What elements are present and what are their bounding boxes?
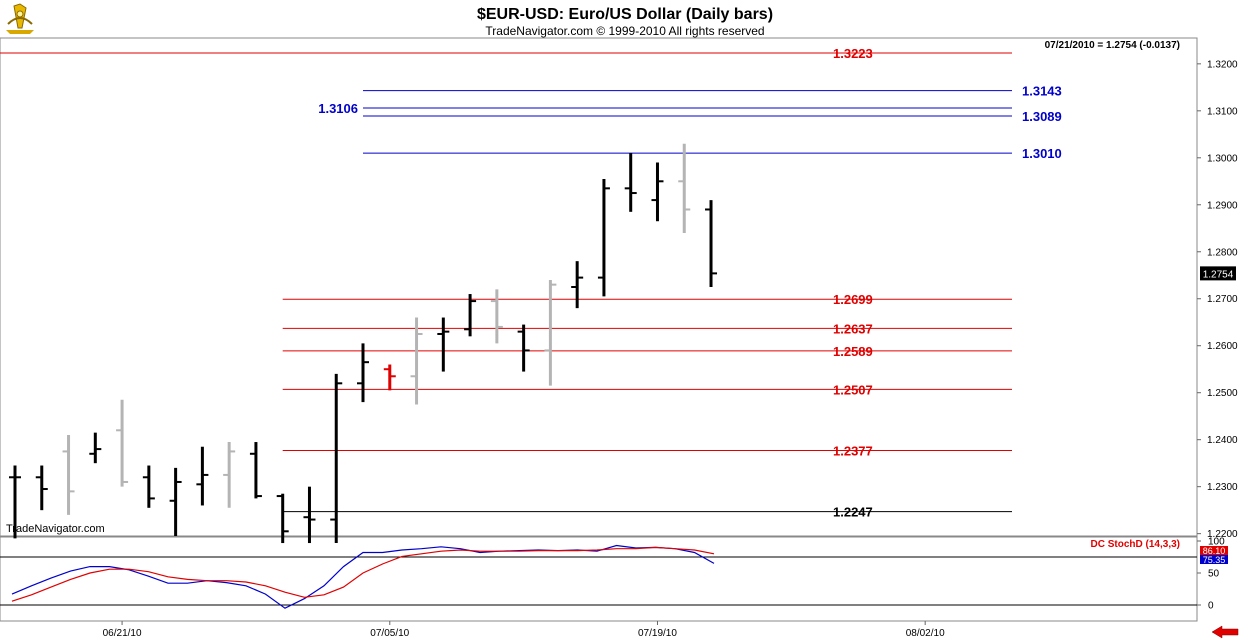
x-tick-label: 08/02/10 <box>906 628 945 639</box>
ohlc-bar <box>142 465 155 508</box>
ohlc-bar <box>116 399 129 487</box>
ohlc-bar <box>89 432 102 464</box>
chart-title: $EUR-USD: Euro/US Dollar (Daily bars) <box>477 6 773 23</box>
ohlc-bar <box>651 162 664 222</box>
ind-value-tag <box>1200 546 1228 555</box>
ohlc-bar <box>169 467 182 536</box>
last-price-label: 1.2754 <box>1203 269 1234 280</box>
ind-value-label: 75.35 <box>1203 555 1226 565</box>
level-label: 1.2507 <box>833 382 873 397</box>
ohlc-bar <box>437 317 450 372</box>
ohlc-bar <box>517 324 530 372</box>
y-tick-label: 1.3200 <box>1207 59 1238 70</box>
last-quote: 07/21/2010 = 1.2754 (-0.0137) <box>1045 40 1180 51</box>
y-tick-label: 1.3100 <box>1207 106 1238 117</box>
level-label: 1.3089 <box>1022 109 1062 124</box>
ohlc-bar <box>62 434 75 515</box>
y-tick-label: 1.2300 <box>1207 482 1238 493</box>
level-label: 1.2637 <box>833 321 873 336</box>
ohlc-bar <box>249 442 262 499</box>
ohlc-bar <box>464 294 477 337</box>
scroll-left-arrow-icon[interactable] <box>1210 625 1240 639</box>
ohlc-bar <box>35 465 48 511</box>
level-label: 1.3143 <box>1022 84 1062 99</box>
ind-value-tag <box>1200 555 1228 564</box>
y-tick-label: 1.2400 <box>1207 435 1238 446</box>
ohlc-bar <box>410 317 423 405</box>
ind-tick-label: 100 <box>1208 537 1225 548</box>
ohlc-bar <box>9 465 21 539</box>
y-tick-label: 1.2800 <box>1207 247 1238 258</box>
y-tick-label: 1.2500 <box>1207 388 1238 399</box>
level-label: 1.3010 <box>1022 146 1062 161</box>
ind-value-label: 86.10 <box>1203 546 1226 556</box>
level-label: 1.3106 <box>318 101 358 116</box>
x-tick-label: 07/19/10 <box>638 628 677 639</box>
level-label: 1.2377 <box>833 443 873 458</box>
ohlc-bar <box>357 343 370 403</box>
ohlc-bar <box>571 261 584 309</box>
ohlc-bar <box>196 446 209 506</box>
ohlc-bar <box>678 143 691 233</box>
ohlc-bar <box>383 364 396 391</box>
level-label: 1.2247 <box>833 505 873 520</box>
ohlc-bar <box>303 486 316 544</box>
indicator-title: DC StochD (14,3,3) <box>1091 539 1180 550</box>
sextant-icon <box>6 3 34 34</box>
ohlc-bar <box>276 493 289 544</box>
watermark: TradeNavigator.com <box>6 523 105 535</box>
last-price-tag <box>1200 266 1236 281</box>
y-tick-label: 1.2900 <box>1207 200 1238 211</box>
ohlc-bar <box>223 442 236 508</box>
ohlc-bar <box>330 373 343 544</box>
price-panel <box>0 37 1198 537</box>
y-tick-label: 1.2700 <box>1207 294 1238 305</box>
ind-tick-label: 0 <box>1208 601 1214 612</box>
ohlc-bar <box>597 178 610 297</box>
y-tick-label: 1.2600 <box>1207 341 1238 352</box>
ohlc-bar <box>544 279 557 386</box>
copyright-notice: TradeNavigator.com © 1999-2010 All right… <box>485 24 764 38</box>
level-label: 1.2589 <box>833 344 873 359</box>
level-label: 1.2699 <box>833 292 873 307</box>
ohlc-bar <box>705 200 718 287</box>
y-tick-label: 1.3000 <box>1207 153 1238 164</box>
stoch-line <box>11 546 715 602</box>
x-tick-label: 07/05/10 <box>370 628 409 639</box>
level-label: 1.3223 <box>833 46 873 61</box>
ohlc-bar <box>624 153 637 212</box>
y-tick-label: 1.2200 <box>1207 529 1238 540</box>
x-tick-label: 06/21/10 <box>103 628 142 639</box>
ohlc-bar <box>490 289 503 344</box>
ind-tick-label: 50 <box>1208 569 1220 580</box>
